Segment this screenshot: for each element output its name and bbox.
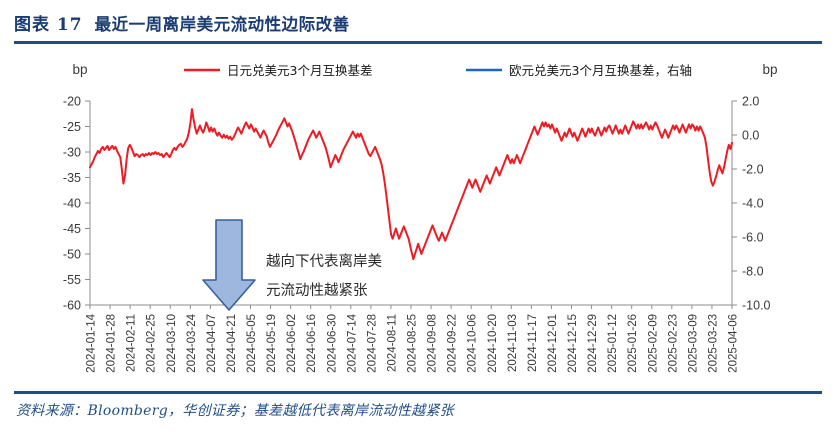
right-tick-label: 2.0 xyxy=(742,95,759,109)
x-tick-label: 2024-02-25 xyxy=(146,314,158,373)
right-tick-label: -8.0 xyxy=(742,265,764,279)
down-arrow-icon xyxy=(202,219,256,311)
page-title: 最近一周离岸美元流动性边际改善 xyxy=(94,15,350,34)
chart-svg: 日元兑美元3个月互换基差 欧元兑美元3个月互换基差，右轴 bp bp -20 -25 -30… xyxy=(63,62,778,373)
left-tick-label: -40 xyxy=(63,197,81,211)
x-tick-label: 2024-12-01 xyxy=(547,314,559,373)
right-tick-label: -2.0 xyxy=(742,163,764,177)
left-tick-label: -60 xyxy=(63,299,81,313)
source-note: 资料来源：Bloomberg，华创证券；基差越低代表离岸流动性越紧张 xyxy=(16,403,454,419)
x-tick-label: 2025-03-23 xyxy=(707,314,719,373)
x-tick-label: 2024-07-28 xyxy=(366,314,378,373)
x-tick-label: 2024-06-02 xyxy=(286,314,298,373)
left-tick-label: -25 xyxy=(63,120,81,134)
x-tick-label: 2024-06-30 xyxy=(326,314,338,373)
footer-divider xyxy=(14,391,822,394)
x-tick-label: 2024-02-11 xyxy=(126,314,138,372)
series-line-jpy xyxy=(89,108,733,261)
x-tick-label: 2025-03-09 xyxy=(687,314,699,373)
annotation-line-2: 元流动性越紧张 xyxy=(266,282,368,299)
x-tick-label: 2024-07-14 xyxy=(346,313,358,372)
x-tick-label: 2025-02-23 xyxy=(667,314,679,373)
x-tick-label: 2025-01-12 xyxy=(607,314,619,373)
x-tick-label: 2025-04-06 xyxy=(728,314,740,373)
x-tick-label: 2024-05-05 xyxy=(246,314,258,373)
x-tick-label: 2024-01-28 xyxy=(106,314,118,373)
chart-figure: 日元兑美元3个月互换基差 欧元兑美元3个月互换基差，右轴 bp bp -20 -25 -30… xyxy=(14,48,822,388)
x-tick-label: 2024-04-21 xyxy=(226,314,238,373)
right-tick-label: 0.0 xyxy=(742,129,759,143)
x-tick-label: 2024-10-06 xyxy=(467,314,479,373)
legend-item-jpy: 日元兑美元3个月互换基差 xyxy=(184,63,372,78)
right-tick-label: -6.0 xyxy=(742,231,764,245)
x-tick-label: 2024-03-24 xyxy=(186,313,198,372)
left-tick-label: -45 xyxy=(63,222,81,236)
x-tick-label: 2024-12-15 xyxy=(567,314,579,373)
left-tick-label: -20 xyxy=(63,95,81,109)
x-tick-label: 2024-04-07 xyxy=(206,314,218,373)
svg-text:日元兑美元3个月互换基差: 日元兑美元3个月互换基差 xyxy=(227,63,372,78)
left-tick-label: -50 xyxy=(63,248,81,262)
x-tick-label: 2024-08-11 xyxy=(386,314,398,372)
header-divider xyxy=(14,41,822,44)
x-tick-label: 2025-02-09 xyxy=(647,314,659,373)
left-tick-label: -55 xyxy=(63,273,81,287)
chart-header: 图表 17 最近一周离岸美元流动性边际改善 xyxy=(14,10,350,35)
right-axis-unit: bp xyxy=(762,62,777,77)
left-axis-unit: bp xyxy=(72,62,87,77)
x-tick-label: 2024-03-10 xyxy=(166,314,178,373)
right-tick-label: -10.0 xyxy=(742,299,771,313)
left-tick-label: -35 xyxy=(63,171,81,185)
x-tick-label: 2024-06-16 xyxy=(306,314,318,373)
x-tick-label: 2024-11-03 xyxy=(507,314,519,372)
x-tick-label: 2024-08-25 xyxy=(407,314,419,373)
x-tick-label: 2024-05-19 xyxy=(266,314,278,373)
left-tick-label: -30 xyxy=(63,146,81,160)
x-tick-label: 2024-12-29 xyxy=(587,314,599,373)
x-tick-label: 2024-11-17 xyxy=(527,314,539,372)
annotation-line-1: 越向下代表离岸美 xyxy=(266,253,382,270)
x-tick-label: 2025-01-26 xyxy=(627,314,639,373)
figure-label: 图表 17 xyxy=(14,15,83,35)
x-tick-label: 2024-10-20 xyxy=(487,314,499,373)
x-tick-label: 2024-09-08 xyxy=(427,314,439,373)
legend-item-eur: 欧元兑美元3个月互换基差，右轴 xyxy=(466,63,692,78)
x-tick-label: 2024-01-14 xyxy=(86,313,98,372)
right-tick-label: -4.0 xyxy=(742,197,764,211)
svg-text:欧元兑美元3个月互换基差，右轴: 欧元兑美元3个月互换基差，右轴 xyxy=(509,63,692,78)
x-tick-label: 2024-09-22 xyxy=(447,314,459,373)
